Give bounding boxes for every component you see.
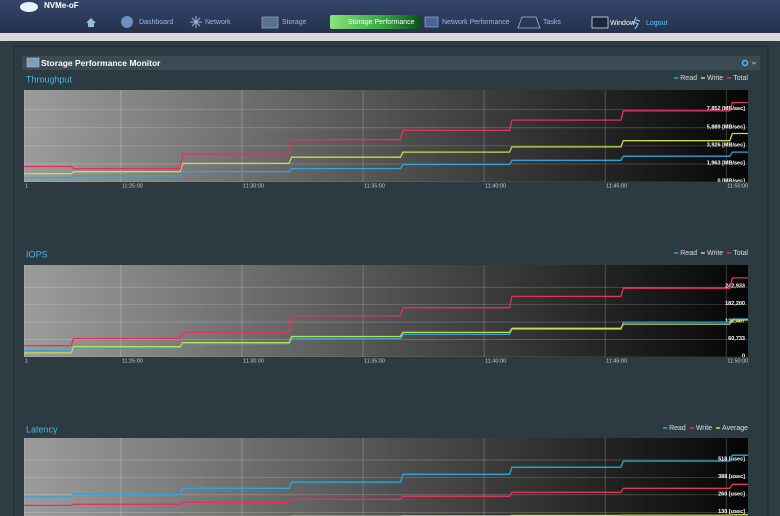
x-tick-label: 1 — [25, 183, 28, 189]
y-tick-label: 121,467 — [725, 319, 745, 325]
nav-item[interactable]: Window — [610, 20, 636, 27]
plot: 0 60,733 121,467 182,200 242,933 — [24, 265, 748, 359]
series-line — [24, 319, 748, 354]
nav-item[interactable]: Network — [205, 19, 231, 26]
chart-title: Throughput — [26, 74, 73, 84]
series-line — [24, 101, 748, 170]
plot-area — [24, 438, 748, 516]
legend-label: Write — [707, 250, 723, 257]
panel-header — [22, 56, 760, 70]
nav-item[interactable]: Logout — [646, 20, 667, 27]
nav-item[interactable]: Network Performance — [442, 19, 510, 26]
y-tick-label: 1,963 [MB/sec] — [707, 160, 745, 166]
y-tick-label: 0 — [742, 353, 745, 359]
x-tick-label: 1 — [25, 358, 28, 364]
legend-label: Read — [669, 425, 686, 432]
x-tick-label: 11:50:00 — [727, 183, 748, 189]
nav-item[interactable]: Storage Performance — [348, 19, 415, 26]
logo-text: NVMe-oF — [44, 1, 79, 10]
panel-icon — [26, 57, 40, 68]
legend-label: Average — [722, 425, 748, 432]
y-tick-label: 60,733 — [728, 336, 745, 342]
series-line — [24, 151, 748, 179]
legend-label: Write — [707, 75, 723, 82]
x-tick-label: 11:40:00 — [485, 183, 506, 189]
x-tick-label: 11:40:00 — [485, 358, 506, 364]
plot: 130 [usec] 260 [usec] 388 [usec] 518 [usec] — [24, 438, 748, 516]
plot: 0 [MB/sec] 1,963 [MB/sec] 3,926 [MB/sec] 5,… — [24, 90, 748, 184]
logout-icon[interactable] — [630, 16, 641, 30]
logo-icon — [20, 2, 38, 12]
y-tick-label: 182,200 — [725, 301, 745, 307]
series-line — [24, 454, 748, 498]
series-line — [24, 318, 748, 352]
x-tick-label: 11:25:00 — [122, 183, 143, 189]
collapse-icon[interactable] — [751, 61, 757, 65]
tasks-icon[interactable] — [517, 16, 541, 29]
network-icon[interactable] — [190, 16, 202, 28]
legend-label: Total — [733, 75, 748, 82]
scroll-strip — [0, 33, 780, 41]
panel-title: Storage Performance Monitor — [41, 58, 161, 68]
y-tick-label: 260 [usec] — [718, 491, 745, 497]
dashboard-icon[interactable] — [121, 16, 133, 28]
legend-label: Write — [696, 425, 712, 432]
x-tick-label: 11:50:00 — [727, 358, 748, 364]
plot-area — [24, 90, 748, 182]
nav-item[interactable]: Storage — [282, 19, 307, 26]
legend-label: Total — [733, 250, 748, 257]
netperf-icon[interactable] — [424, 16, 439, 28]
y-tick-label: 5,889 [MB/sec] — [707, 124, 745, 130]
x-tick-label: 11:30:00 — [243, 183, 264, 189]
chart-title: IOPS — [26, 249, 48, 259]
y-tick-label: 0 [MB/sec] — [717, 178, 745, 184]
series-line — [24, 483, 748, 507]
series-line — [180, 514, 748, 516]
y-tick-label: 242,933 — [725, 284, 745, 290]
x-tick-label: 11:45:00 — [606, 183, 627, 189]
legend-label: Read — [680, 250, 697, 257]
x-tick-label: 11:45:00 — [606, 358, 627, 364]
chart-title: Latency — [26, 424, 58, 434]
storage-icon[interactable] — [261, 16, 279, 29]
y-tick-label: 3,926 [MB/sec] — [707, 142, 745, 148]
home-icon[interactable] — [86, 18, 96, 27]
series-line — [24, 277, 748, 347]
nav-item[interactable]: Dashboard — [139, 19, 173, 26]
y-tick-label: 130 [usec] — [718, 509, 745, 515]
y-tick-label: 388 [usec] — [718, 474, 745, 480]
series-line — [24, 132, 748, 175]
window-icon[interactable] — [591, 16, 609, 29]
active-tab[interactable] — [330, 15, 422, 29]
settings-icon[interactable] — [741, 59, 749, 67]
x-tick-label: 11:35:00 — [364, 183, 385, 189]
y-tick-label: 7,852 [MB/sec] — [707, 106, 745, 112]
plot-area — [24, 265, 748, 357]
x-tick-label: 11:25:00 — [122, 358, 143, 364]
x-tick-label: 11:35:00 — [364, 358, 385, 364]
y-tick-label: 518 [usec] — [718, 456, 745, 462]
legend-label: Read — [680, 75, 697, 82]
x-tick-label: 11:30:00 — [243, 358, 264, 364]
nav-item[interactable]: Tasks — [543, 19, 561, 26]
